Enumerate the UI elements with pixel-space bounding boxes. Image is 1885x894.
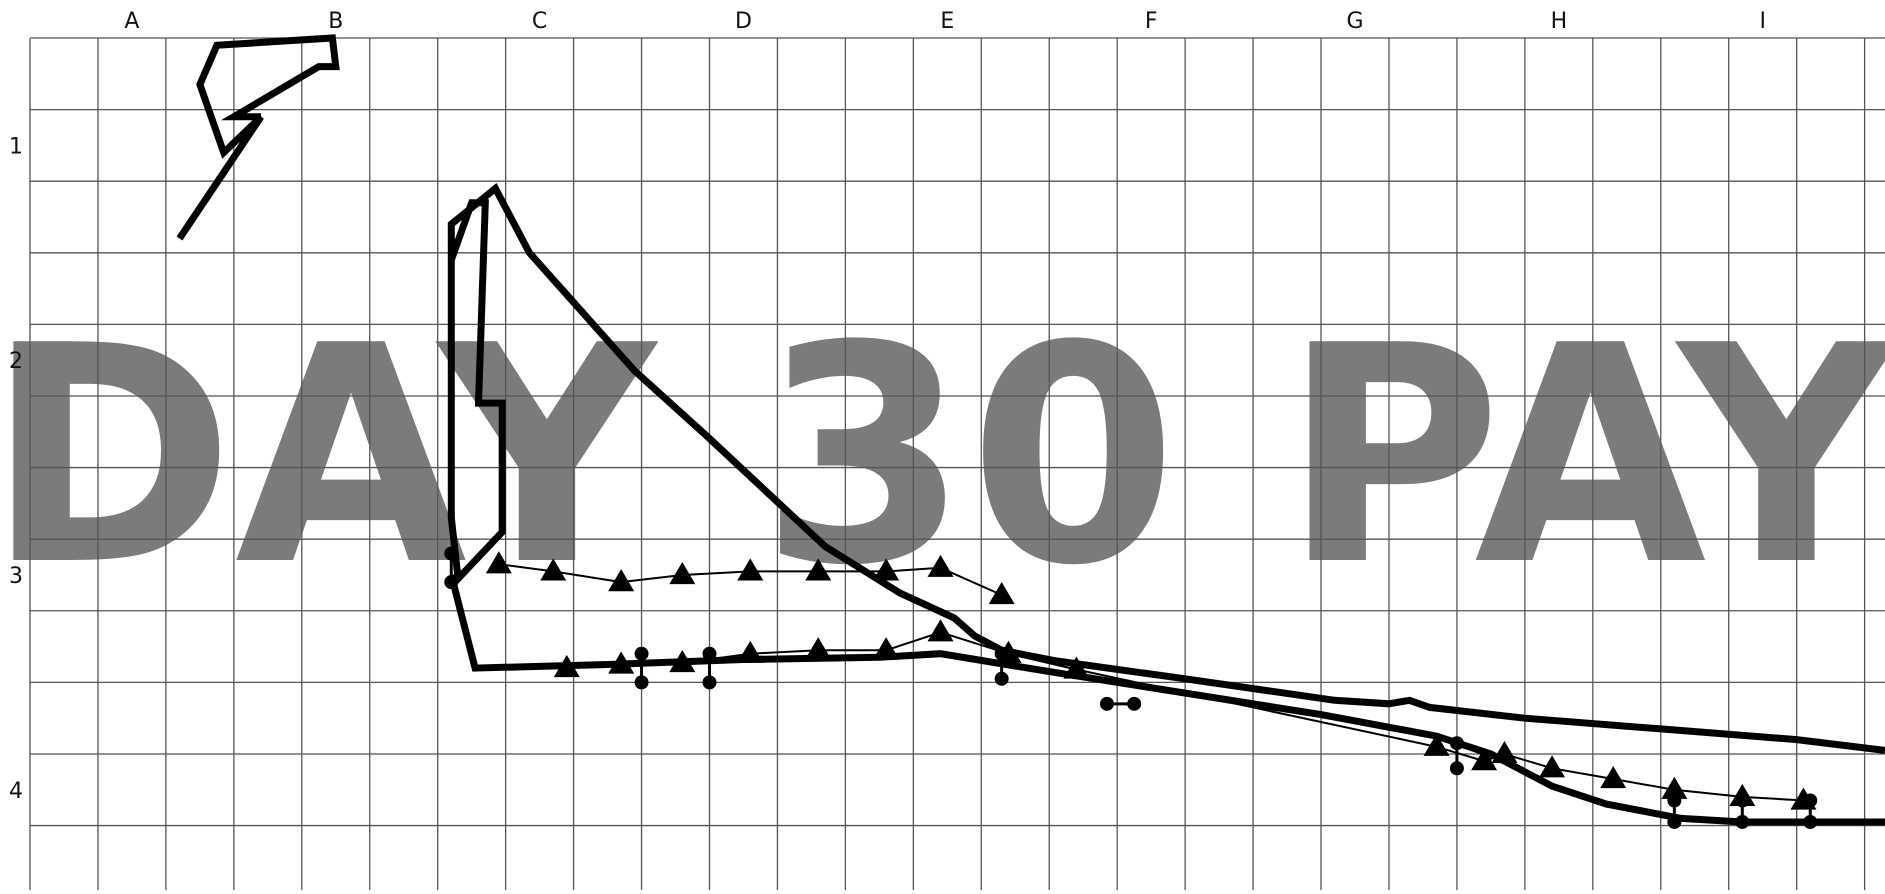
dumbbell-point bbox=[635, 647, 649, 661]
row-label: 4 bbox=[9, 779, 23, 804]
column-label: C bbox=[532, 9, 547, 34]
column-label: G bbox=[1346, 9, 1363, 34]
column-label: F bbox=[1145, 9, 1158, 34]
dumbbell-point bbox=[1667, 815, 1681, 829]
column-label: B bbox=[328, 9, 343, 34]
dumbbell-point bbox=[1127, 697, 1141, 711]
dumbbell-point bbox=[1667, 794, 1681, 808]
dumbbell-point bbox=[635, 675, 649, 689]
row-label: 2 bbox=[9, 349, 23, 374]
dumbbell-point bbox=[702, 647, 716, 661]
dumbbell-point bbox=[1803, 794, 1817, 808]
watermark-text: DAY 30 PAYMENT bbox=[0, 282, 1885, 631]
dumbbell-point bbox=[444, 546, 458, 560]
dumbbell-point bbox=[1100, 697, 1114, 711]
dumbbell-point bbox=[1450, 736, 1464, 750]
row-label: 1 bbox=[9, 134, 23, 159]
column-label: I bbox=[1759, 9, 1766, 34]
column-label: H bbox=[1551, 9, 1568, 34]
dumbbell-point bbox=[1450, 761, 1464, 775]
dumbbell-point bbox=[1735, 794, 1749, 808]
dumbbell-point bbox=[1735, 815, 1749, 829]
row-label: 3 bbox=[9, 564, 23, 589]
watermark-layer: DAY 30 PAYMENT bbox=[0, 282, 1885, 631]
dumbbell-point bbox=[702, 675, 716, 689]
column-label: D bbox=[735, 9, 752, 34]
dumbbell-point bbox=[995, 672, 1009, 686]
dumbbell-point bbox=[444, 575, 458, 589]
column-label: A bbox=[124, 9, 139, 34]
dumbbell-point bbox=[995, 647, 1009, 661]
dumbbell-point bbox=[1803, 815, 1817, 829]
column-label: E bbox=[940, 9, 954, 34]
